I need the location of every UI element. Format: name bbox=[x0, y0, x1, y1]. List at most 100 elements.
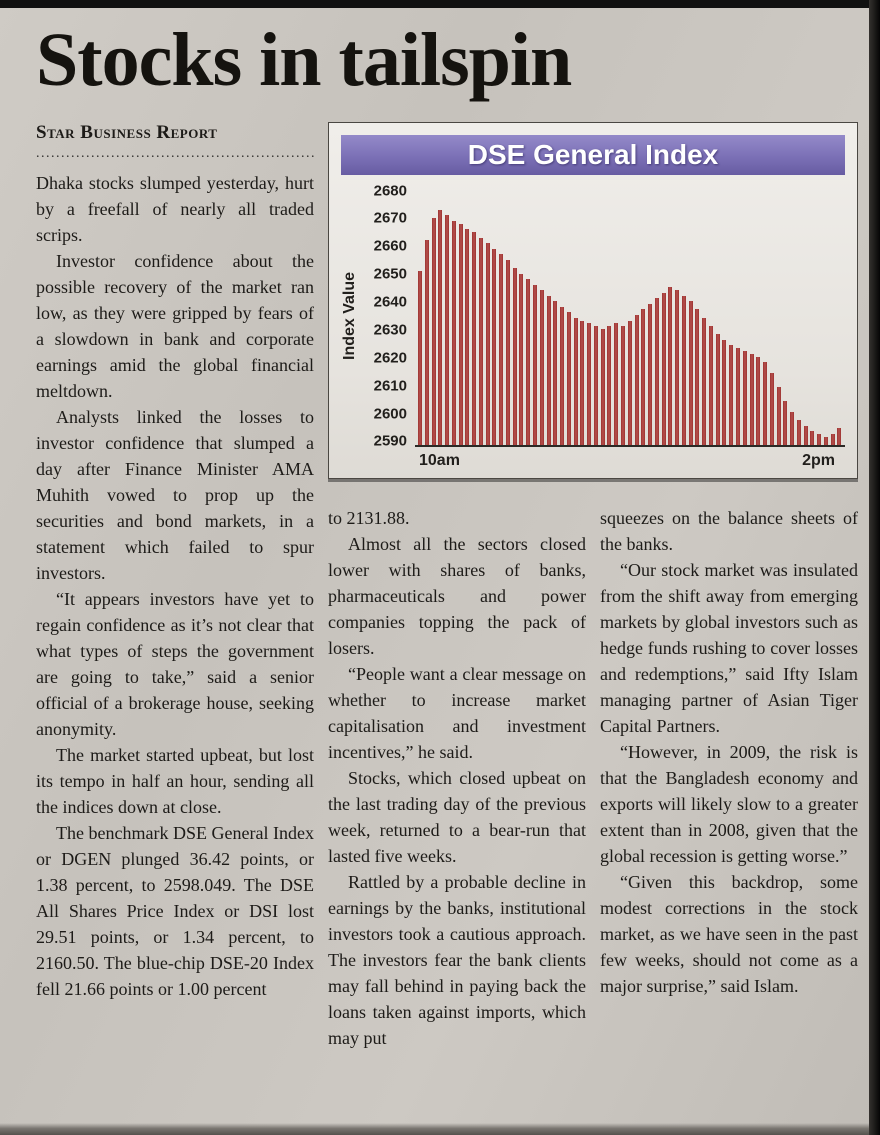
chart-bar bbox=[796, 420, 801, 445]
chart-bar bbox=[519, 273, 524, 445]
y-tick-label: 2660 bbox=[373, 237, 407, 255]
y-tick-label: 2640 bbox=[373, 293, 407, 311]
chart-bar bbox=[600, 328, 605, 445]
chart-bar bbox=[661, 292, 666, 445]
y-tick-label: 2650 bbox=[373, 265, 407, 283]
chart-title: DSE General Index bbox=[341, 135, 845, 175]
y-tick-label: 2600 bbox=[373, 405, 407, 423]
paragraph: Analysts linked the losses to investor c… bbox=[36, 407, 314, 583]
byline: Star Business Report bbox=[36, 122, 218, 143]
paragraph: to 2131.88. bbox=[328, 508, 410, 528]
paragraph: “People want a clear message on whether … bbox=[328, 664, 586, 762]
y-tick-label: 2670 bbox=[373, 209, 407, 227]
lower-columns: to 2131.88. Almost all the sectors close… bbox=[328, 505, 858, 1051]
chart-bar bbox=[620, 326, 625, 445]
chart-bar bbox=[478, 237, 483, 445]
paragraph: Rattled by a probable decline in earning… bbox=[328, 872, 586, 1048]
chart-bar bbox=[790, 411, 795, 445]
chart-bar bbox=[451, 220, 456, 445]
chart-bar bbox=[593, 326, 598, 445]
y-axis-label: Index Value bbox=[341, 271, 358, 361]
paragraph: “It appears investors have yet to regain… bbox=[36, 589, 314, 739]
chart-bar bbox=[492, 248, 497, 445]
chart-bar bbox=[512, 267, 517, 445]
chart-bar bbox=[830, 433, 835, 445]
chart-bar bbox=[702, 317, 707, 445]
chart-bar bbox=[648, 303, 653, 445]
article-column-3: squeezes on the balance sheets of the ba… bbox=[600, 505, 858, 1051]
chart-bar bbox=[438, 209, 443, 445]
chart-bar bbox=[810, 431, 815, 445]
chart-bar bbox=[634, 315, 639, 445]
article-body: Star Business Report ...................… bbox=[36, 122, 858, 1051]
byline-divider: ........................................… bbox=[36, 148, 314, 160]
chart-bar bbox=[465, 229, 470, 445]
chart-bar bbox=[424, 240, 429, 445]
chart-bar bbox=[708, 326, 713, 445]
chart-bar bbox=[566, 312, 571, 445]
chart-bar bbox=[505, 259, 510, 445]
chart-bar bbox=[675, 290, 680, 445]
paragraph: The benchmark DSE General Index or DGEN … bbox=[36, 823, 314, 999]
scan-edge-bottom bbox=[0, 1123, 880, 1135]
chart-bar bbox=[654, 298, 659, 445]
y-tick-label: 2630 bbox=[373, 321, 407, 339]
chart-bar bbox=[472, 232, 477, 445]
chart-bar bbox=[695, 309, 700, 445]
chart-bar bbox=[533, 284, 538, 445]
chart-bar bbox=[587, 323, 592, 445]
paragraph: Stocks, which closed upbeat on the last … bbox=[328, 768, 586, 866]
chart-plot bbox=[415, 185, 845, 447]
chart-bar bbox=[485, 243, 490, 445]
chart-bar bbox=[499, 254, 504, 445]
paragraph: Investor confidence about the possible r… bbox=[36, 251, 314, 401]
chart-bar bbox=[742, 350, 747, 445]
paragraph: “However, in 2009, the risk is that the … bbox=[600, 742, 858, 866]
chart-bar bbox=[688, 301, 693, 445]
y-axis-ticks: 2680 2670 2660 2650 2640 2630 2620 2610 2600 2590 bbox=[365, 182, 415, 450]
chart-bar bbox=[458, 223, 463, 445]
scan-edge-top bbox=[0, 0, 880, 8]
chart-bar bbox=[553, 301, 558, 445]
chart-bar bbox=[546, 295, 551, 445]
chart-bar bbox=[837, 428, 842, 445]
chart-bar bbox=[431, 218, 436, 445]
chart-bar bbox=[418, 270, 422, 445]
chart-bar bbox=[763, 362, 768, 445]
chart-bar bbox=[749, 353, 754, 445]
chart-bar bbox=[769, 373, 774, 445]
chart-bar bbox=[627, 320, 632, 445]
y-tick-label: 2680 bbox=[373, 182, 407, 200]
paragraph: The market started upbeat, but lost its … bbox=[36, 745, 314, 817]
chart-bar bbox=[817, 433, 822, 445]
x-tick-end: 2pm bbox=[802, 452, 835, 469]
y-tick-label: 2610 bbox=[373, 377, 407, 395]
right-area: DSE General Index Index Value 2680 2670 26… bbox=[328, 122, 858, 1051]
chart-plot-row: Index Value 2680 2670 2660 2650 2640 2630 2620… bbox=[341, 182, 845, 450]
chart-bar bbox=[715, 334, 720, 445]
chart-bar bbox=[526, 279, 531, 445]
headline: Stocks in tailspin bbox=[36, 18, 572, 102]
paragraph: squeezes on the balance sheets of the ba… bbox=[600, 508, 858, 554]
chart-bar bbox=[560, 306, 565, 445]
chart-bar bbox=[607, 326, 612, 445]
chart-bar bbox=[756, 356, 761, 445]
chart-bar bbox=[573, 317, 578, 445]
chart-bar bbox=[580, 320, 585, 445]
chart-bar bbox=[803, 425, 808, 445]
dse-index-chart: DSE General Index Index Value 2680 2670 26… bbox=[328, 122, 858, 479]
chart-bar bbox=[614, 323, 619, 445]
chart-bar bbox=[445, 215, 450, 445]
article-column-1: Star Business Report ...................… bbox=[36, 122, 314, 1051]
chart-bar bbox=[823, 436, 828, 445]
y-tick-label: 2620 bbox=[373, 349, 407, 367]
paragraph: “Given this backdrop, some modest correc… bbox=[600, 872, 858, 996]
x-tick-start: 10am bbox=[419, 452, 460, 469]
y-tick-label: 2590 bbox=[373, 432, 407, 450]
x-axis: 10am 2pm bbox=[413, 447, 845, 470]
chart-bar bbox=[722, 339, 727, 445]
scan-edge-right bbox=[869, 0, 880, 1135]
chart-bar bbox=[776, 386, 781, 445]
chart-bar bbox=[641, 309, 646, 445]
